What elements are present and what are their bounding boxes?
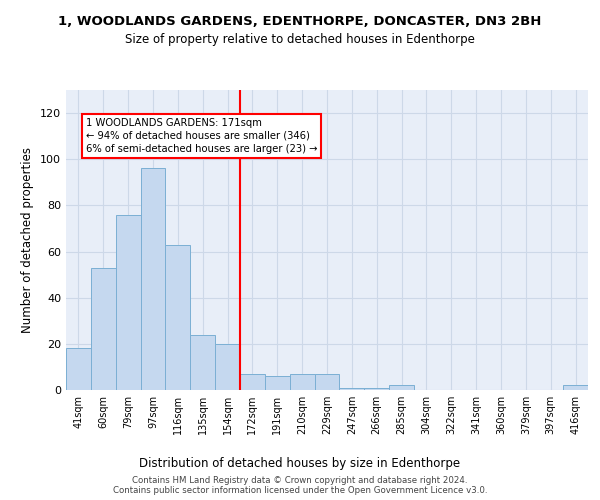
Text: Size of property relative to detached houses in Edenthorpe: Size of property relative to detached ho… <box>125 32 475 46</box>
Bar <box>364 388 389 390</box>
Bar <box>290 374 314 390</box>
Text: Contains HM Land Registry data © Crown copyright and database right 2024.
Contai: Contains HM Land Registry data © Crown c… <box>113 476 487 495</box>
Bar <box>240 374 265 390</box>
Y-axis label: Number of detached properties: Number of detached properties <box>22 147 34 333</box>
Bar <box>563 386 588 390</box>
Bar <box>166 244 190 390</box>
Bar <box>215 344 240 390</box>
Text: 1 WOODLANDS GARDENS: 171sqm
← 94% of detached houses are smaller (346)
6% of sem: 1 WOODLANDS GARDENS: 171sqm ← 94% of det… <box>86 118 317 154</box>
Bar <box>116 214 140 390</box>
Bar <box>91 268 116 390</box>
Text: 1, WOODLANDS GARDENS, EDENTHORPE, DONCASTER, DN3 2BH: 1, WOODLANDS GARDENS, EDENTHORPE, DONCAS… <box>58 15 542 28</box>
Bar <box>265 376 290 390</box>
Text: Distribution of detached houses by size in Edenthorpe: Distribution of detached houses by size … <box>139 458 461 470</box>
Bar <box>314 374 340 390</box>
Bar <box>140 168 166 390</box>
Bar <box>340 388 364 390</box>
Bar <box>190 334 215 390</box>
Bar <box>389 386 414 390</box>
Bar <box>66 348 91 390</box>
